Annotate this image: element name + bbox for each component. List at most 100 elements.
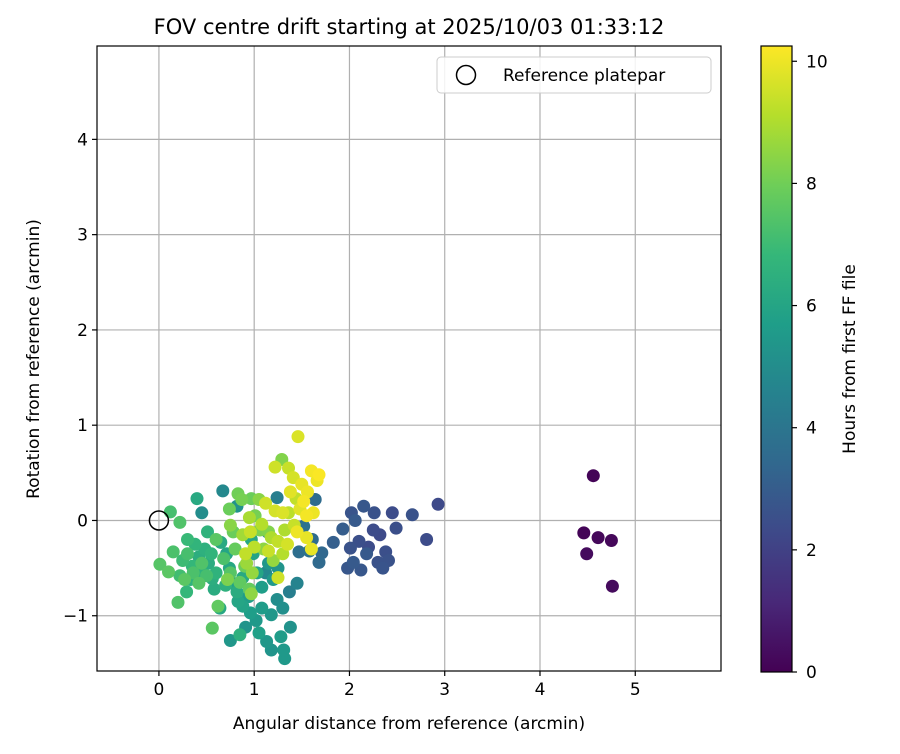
y-tick-label: 0 [77, 511, 88, 531]
data-point [591, 531, 605, 545]
data-point [195, 506, 209, 520]
data-point [195, 556, 209, 570]
data-point [304, 542, 318, 556]
data-point [367, 506, 381, 520]
colorbar-tick-label: 4 [806, 419, 817, 439]
data-point [312, 555, 326, 569]
data-point [153, 557, 167, 571]
data-point [300, 509, 314, 523]
data-point [292, 545, 306, 559]
chart-title: FOV centre drift starting at 2025/10/03 … [154, 15, 665, 39]
data-point [270, 491, 284, 505]
data-point [173, 515, 187, 529]
x-tick-label: 3 [439, 680, 450, 700]
data-point [336, 522, 350, 536]
data-point [604, 534, 618, 547]
axes-frame [96, 45, 722, 672]
data-point [259, 496, 273, 510]
data-point [348, 514, 362, 527]
legend-reference-marker [455, 64, 477, 86]
data-point [357, 499, 371, 513]
data-point [282, 585, 296, 599]
colorbar: 0 2 4 6 8 10 Hours from first FF file [760, 45, 860, 683]
data-point [231, 594, 245, 608]
data-point [228, 542, 242, 556]
data-point [260, 635, 274, 648]
data-point [346, 555, 360, 569]
data-point [233, 628, 247, 642]
legend: Reference platepar [436, 56, 712, 94]
data-point [217, 552, 231, 566]
y-axis-label: Rotation from reference (arcmin) [24, 219, 44, 499]
data-point [291, 430, 305, 444]
data-point [586, 469, 600, 483]
x-tick-label: 1 [249, 680, 260, 700]
data-point [244, 587, 258, 601]
data-point [205, 621, 219, 635]
data-point [243, 525, 257, 539]
data-point [235, 493, 249, 506]
data-point [190, 492, 204, 506]
data-point [283, 485, 297, 499]
data-point [300, 531, 314, 545]
x-tick-label: 4 [535, 680, 546, 700]
data-point [580, 547, 594, 561]
data-point [223, 518, 237, 532]
data-point [290, 525, 304, 539]
data-point [180, 585, 194, 599]
colorbar-tick-label: 8 [806, 174, 817, 194]
data-point [274, 630, 288, 644]
x-axis-label: Angular distance from reference (arcmin) [233, 714, 585, 734]
y-tick-label: 1 [77, 416, 88, 436]
data-point [209, 533, 223, 546]
data-point [255, 580, 269, 594]
x-tick-label: 0 [154, 680, 165, 700]
data-point [276, 506, 290, 520]
x-tick-label: 5 [630, 680, 641, 700]
data-point [171, 595, 185, 609]
data-point [163, 505, 177, 519]
data-point [216, 484, 230, 498]
data-point [211, 599, 225, 613]
data-point [162, 565, 175, 579]
data-point [181, 533, 194, 546]
data-point [366, 523, 380, 537]
data-point [343, 541, 357, 555]
y-tick-label: 3 [77, 226, 88, 246]
data-point [577, 526, 591, 540]
data-point [276, 601, 290, 615]
colorbar-tick-label: 0 [806, 663, 817, 683]
data-point [233, 575, 247, 589]
data-point [207, 582, 221, 596]
data-point [277, 643, 291, 657]
data-point [262, 544, 275, 558]
data-point [255, 517, 269, 531]
data-point [281, 537, 294, 551]
data-point [264, 608, 278, 622]
data-point [245, 566, 259, 580]
data-point [204, 547, 218, 561]
y-tick-label: 4 [77, 130, 88, 150]
data-point [385, 506, 399, 520]
data-point [389, 521, 403, 535]
data-point [326, 535, 340, 549]
data-point [605, 579, 619, 593]
data-point [376, 561, 390, 575]
data-point [268, 460, 282, 474]
data-point [221, 573, 234, 586]
plot-area: 0 1 2 3 4 5 −1 0 1 2 3 4 [63, 45, 722, 700]
data-point [283, 620, 297, 634]
data-point [420, 533, 434, 546]
data-point [405, 508, 419, 522]
y-tick-label: 2 [77, 321, 88, 341]
colorbar-label: Hours from first FF file [840, 264, 860, 454]
data-point [223, 634, 237, 647]
data-point [431, 497, 445, 511]
data-point [201, 525, 214, 539]
colorbar-tick-label: 2 [806, 541, 817, 561]
data-point [242, 511, 256, 525]
data-point [360, 547, 374, 561]
data-point [192, 576, 206, 590]
colorbar-tick-label: 6 [806, 297, 817, 317]
